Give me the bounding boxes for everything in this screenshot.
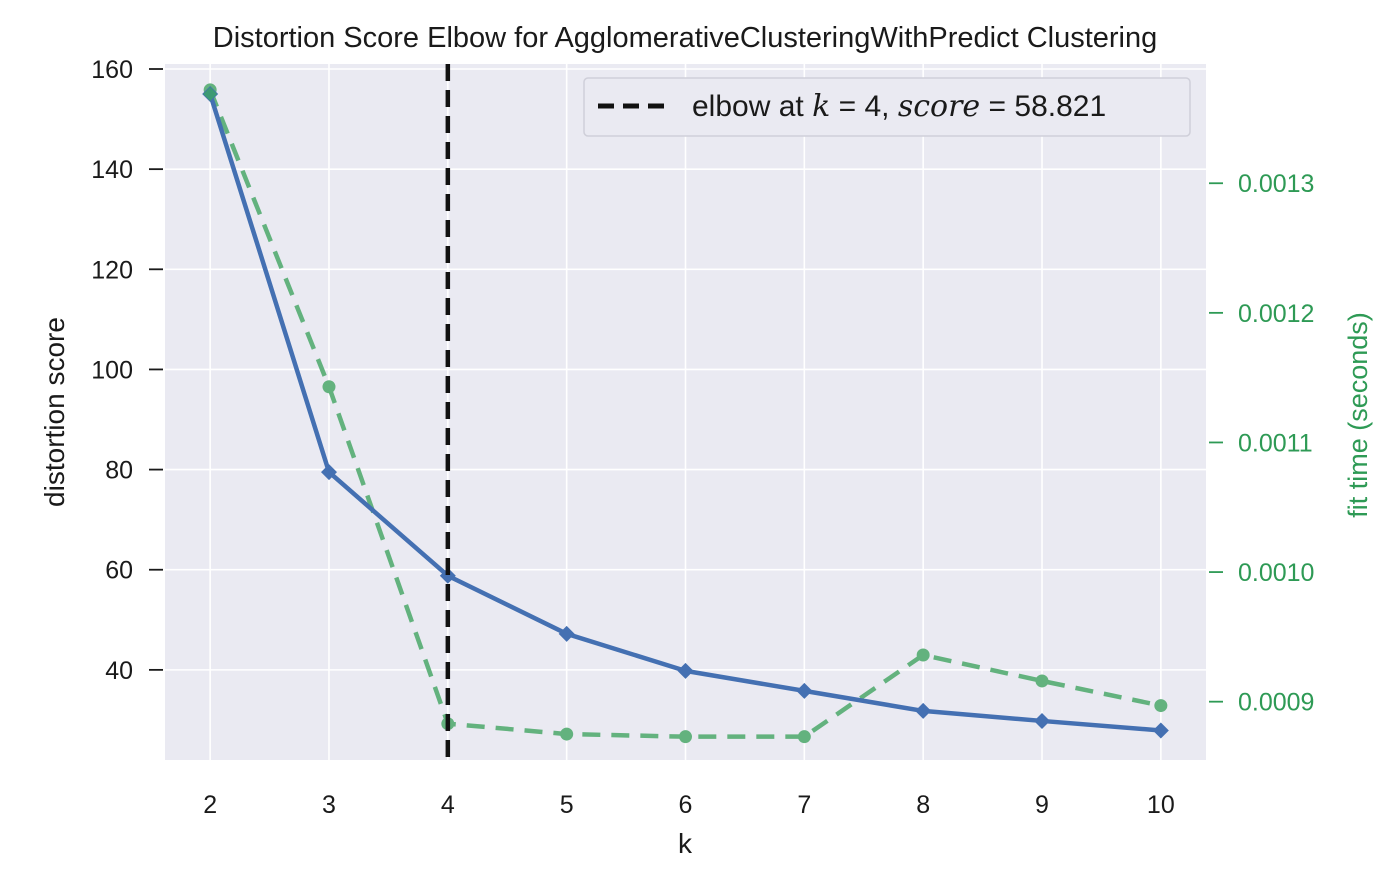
y2-tick-label: 0.0012 (1238, 300, 1314, 328)
y-tick-label: 120 (91, 256, 133, 284)
x-tick-label: 9 (1035, 791, 1049, 819)
legend-k-var: k (812, 89, 830, 124)
legend-box (583, 77, 1191, 137)
x-tick-label: 3 (322, 791, 336, 819)
legend-equals-1: = (830, 90, 864, 123)
y2-tick-label: 0.0013 (1238, 170, 1314, 198)
legend-equals-2: = (980, 90, 1014, 123)
fit-time-point (322, 380, 336, 394)
distortion-point (1034, 712, 1051, 729)
distortion-point (796, 682, 813, 699)
distortion-point (558, 625, 575, 642)
right-y-axis-label: fit time (seconds) (1343, 312, 1373, 518)
y2-tick-label: 0.0010 (1238, 559, 1314, 587)
y2-tick-label: 0.0011 (1238, 429, 1313, 457)
y-tick-label: 100 (91, 356, 133, 384)
x-tick-label: 5 (560, 791, 574, 819)
legend-prefix: elbow at (692, 90, 812, 123)
y-tick-label: 80 (105, 457, 133, 485)
y-tick-label: 60 (105, 557, 133, 585)
distortion-point (677, 662, 694, 679)
legend-k-value: 4 (864, 90, 881, 123)
x-tick-label: 4 (441, 791, 455, 819)
x-tick-label: 7 (797, 791, 811, 819)
fit-time-point (1035, 674, 1049, 688)
series-layer (202, 64, 1169, 760)
fit-time-point (560, 727, 574, 741)
left-y-axis: 40 60 80 100 120 140 160 (91, 56, 163, 685)
legend: elbow at k = 4, score = 58.821 (583, 77, 1191, 137)
fit-time-point (679, 730, 692, 744)
y-axis-label: distortion score (39, 317, 70, 507)
fit-time-point (1154, 699, 1168, 713)
fit-time-point (797, 730, 811, 744)
legend-label: elbow at k = 4, score = 58.821 (692, 89, 1106, 124)
x-tick-label: 6 (679, 791, 693, 819)
x-axis: 2 3 4 5 6 7 8 9 10 (203, 791, 1175, 819)
x-tick-label: 10 (1147, 791, 1175, 819)
first-point-overlay (203, 87, 218, 102)
distortion-point (320, 464, 337, 481)
legend-score-value: 58.821 (1014, 90, 1106, 123)
legend-separator: , (881, 90, 898, 123)
distortion-point (915, 702, 932, 719)
y-tick-label: 40 (105, 657, 133, 685)
y-tick-label: 160 (91, 56, 133, 84)
x-tick-label: 2 (203, 791, 217, 819)
fit-time-point (916, 648, 930, 662)
distortion-point (1152, 722, 1169, 739)
chart-title: Distortion Score Elbow for Agglomerative… (213, 22, 1158, 54)
y-tick-label: 140 (91, 156, 133, 184)
legend-score-var: score (898, 89, 980, 124)
x-axis-label: k (678, 828, 693, 859)
x-tick-label: 8 (916, 791, 930, 819)
distortion-point (439, 567, 456, 584)
right-y-axis: 0.0009 0.0010 0.0011 0.0012 0.0013 (1209, 170, 1314, 717)
y2-tick-label: 0.0009 (1238, 689, 1314, 717)
